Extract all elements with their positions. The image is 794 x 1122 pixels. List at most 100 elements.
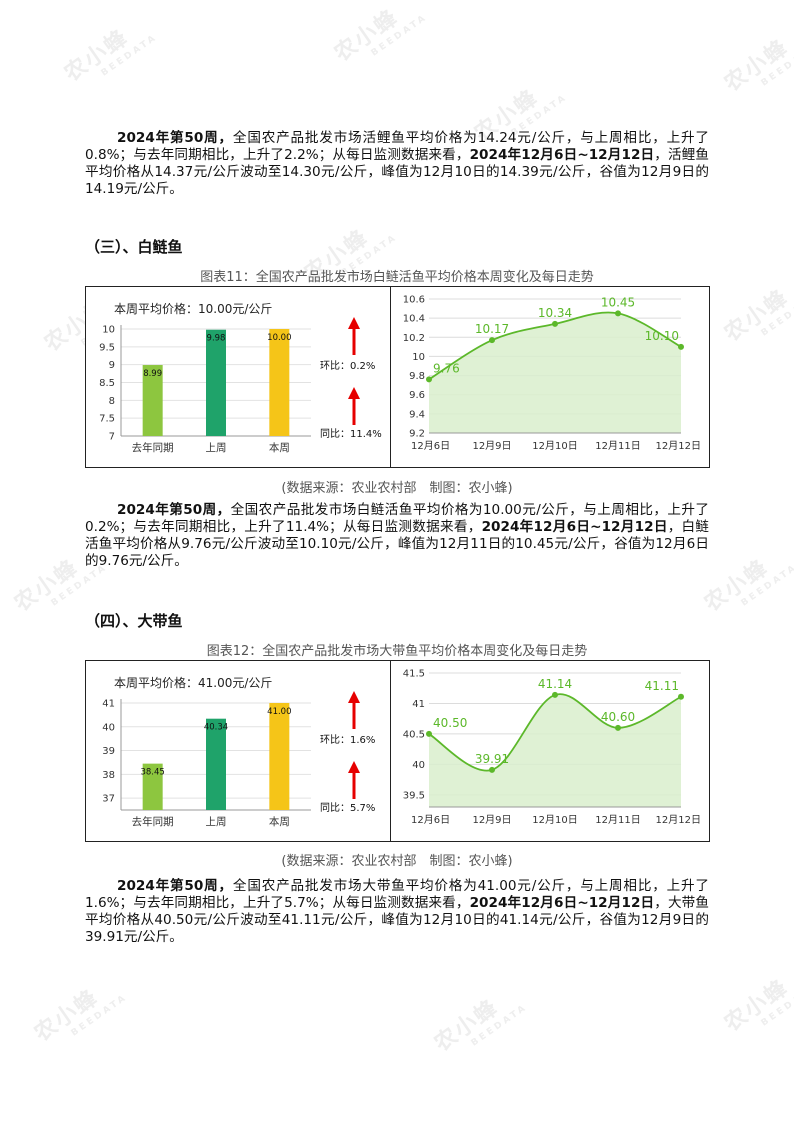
data-point: [552, 320, 558, 327]
chart-title: 本周平均价格：10.00元/公斤: [114, 301, 272, 316]
para-hairtail-detail: ，大带鱼平均价格从40.50元/公斤波动至41.11元/公斤，峰值为12月10日…: [85, 895, 709, 945]
data-label: 10.34: [538, 306, 572, 320]
para-silver-text: 全国农产品批发市场白鲢活鱼平均价格为10.00元/公斤，与上周相比，上升了0.2…: [85, 502, 709, 535]
x-tick-label: 去年同期: [132, 815, 174, 828]
x-tick-label: 本周: [269, 815, 290, 828]
y-tick-label: 39: [102, 746, 115, 757]
para-silver-week: 2024年第50周，: [117, 502, 231, 518]
fig12-line-chart: 39.5 40 40.5 41 41.5 40.50 12月6日 39.91 12月9日 41.1…: [403, 669, 701, 827]
data-label: 39.91: [475, 752, 509, 766]
bar-value-label: 8.99: [143, 369, 162, 379]
chart-title: 本周平均价格：41.00元/公斤: [114, 675, 272, 690]
data-point: [552, 691, 558, 698]
para-hairtail-week: 2024年第50周，: [117, 878, 233, 894]
data-label: 41.11: [645, 679, 679, 693]
yoy-label: 同比：5.7%: [320, 802, 375, 814]
data-label: 10.45: [601, 295, 635, 309]
bar-value-label: 41.00: [267, 707, 291, 717]
area-fill: [429, 312, 681, 433]
y-tick-label: 40: [102, 722, 115, 733]
data-label: 40.50: [433, 716, 467, 730]
up-arrow-icon: [348, 387, 360, 399]
data-point: [678, 343, 684, 350]
y-tick-label: 10.4: [403, 314, 425, 325]
figure-caption-12: 图表12：全国农产品批发市场大带鱼平均价格本周变化及每日走势: [206, 644, 588, 659]
data-point: [615, 310, 621, 317]
y-tick-label: 8: [109, 396, 115, 407]
para-hairtail-daterange: 2024年12月6日~12月12日: [469, 895, 655, 911]
paragraph-silver-carp: 2024年第50周，全国农产品批发市场白鲢活鱼平均价格为10.00元/公斤，与上…: [85, 502, 709, 570]
x-tick-label: 12月6日: [411, 440, 450, 452]
fig12-line-panel: 39.5 40 40.5 41 41.5 40.50 12月6日 39.91 12月9日 41.1…: [390, 660, 710, 842]
x-tick-label: 12月12日: [656, 440, 701, 452]
y-tick-label: 9.4: [409, 409, 425, 420]
bar: [142, 763, 163, 810]
para-silver-detail: ，白鲢活鱼平均价格从9.76元/公斤波动至10.10元/公斤，峰值为12月11日…: [85, 519, 710, 569]
y-tick-label: 7: [109, 432, 115, 443]
fig12-bar-panel: 本周平均价格：41.00元/公斤 37 38 39 40 41 38.45 去年同期 40.34…: [85, 660, 392, 842]
yoy-label: 同比：11.4%: [320, 428, 382, 440]
data-label: 9.76: [433, 361, 460, 375]
x-tick-label: 本周: [269, 441, 290, 454]
bar: [206, 329, 226, 436]
x-tick-label: 12月10日: [532, 814, 577, 826]
data-point: [678, 693, 684, 700]
area-fill: [429, 694, 681, 807]
up-arrow-icon: [348, 761, 360, 773]
bar: [206, 718, 226, 810]
y-tick-label: 7.5: [99, 414, 115, 425]
mom-label: 环比：0.2%: [320, 360, 375, 372]
y-tick-label: 9: [109, 360, 115, 371]
mom-label: 环比：1.6%: [320, 734, 375, 746]
y-tick-label: 41: [102, 699, 115, 710]
para-carp-week: 2024年第50周，: [117, 130, 233, 146]
x-tick-label: 12月12日: [656, 814, 701, 826]
paragraph-carp: 2024年第50周，全国农产品批发市场活鲤鱼平均价格为14.24元/公斤，与上周…: [85, 130, 709, 198]
x-tick-label: 12月9日: [472, 814, 511, 826]
para-carp-text: 全国农产品批发市场活鲤鱼平均价格为14.24元/公斤，与上周相比，上升了0.8%…: [85, 130, 709, 163]
x-tick-label: 12月11日: [595, 814, 640, 826]
fig11-line-chart: 9.2 9.4 9.6 9.8 10 10.2 10.4 10.6 9.76 12月6日 10.17…: [403, 295, 701, 453]
data-point: [489, 337, 495, 344]
data-label: 40.60: [601, 710, 635, 724]
x-tick-label: 12月9日: [472, 440, 511, 452]
bar: [142, 365, 163, 436]
para-carp-daterange: 2024年12月6日~12月12日: [469, 147, 655, 163]
x-tick-label: 12月6日: [411, 814, 450, 826]
up-arrow-icon: [348, 317, 360, 329]
y-tick-label: 9.6: [409, 390, 425, 401]
figure-source-12: (数据来源：农业农村部 制图：农小蜂): [281, 854, 513, 869]
data-point: [426, 730, 432, 737]
y-tick-label: 40: [412, 760, 425, 771]
y-tick-label: 40.5: [403, 729, 425, 740]
y-tick-label: 39.5: [403, 790, 425, 801]
para-hairtail-text: 全国农产品批发市场大带鱼平均价格为41.00元/公斤，与上周相比，上升了1.6%…: [85, 878, 709, 911]
fig11-line-panel: 9.2 9.4 9.6 9.8 10 10.2 10.4 10.6 9.76 12月6日 10.17…: [390, 286, 710, 468]
x-tick-label: 去年同期: [132, 441, 174, 454]
data-point: [489, 766, 495, 773]
paragraph-hairtail: 2024年第50周，全国农产品批发市场大带鱼平均价格为41.00元/公斤，与上周…: [85, 878, 709, 946]
bar-value-label: 40.34: [204, 723, 228, 733]
x-tick-label: 上周: [206, 442, 227, 454]
data-label: 41.14: [538, 677, 572, 691]
y-tick-label: 9.5: [99, 342, 115, 353]
bar-value-label: 38.45: [140, 768, 164, 778]
y-tick-label: 37: [102, 794, 115, 805]
para-silver-daterange: 2024年12月6日~12月12日: [481, 519, 668, 535]
x-tick-label: 12月11日: [595, 440, 640, 452]
figure-source-11: (数据来源：农业农村部 制图：农小蜂): [281, 481, 513, 496]
fig11-bar-panel: 本周平均价格：10.00元/公斤 7 7.5 8 8.5 9 9.5 10 8.99 去年同期 9.…: [85, 286, 392, 468]
data-point: [615, 724, 621, 731]
y-tick-label: 9.8: [409, 371, 425, 382]
bar-value-label: 10.00: [267, 333, 291, 343]
y-tick-label: 10: [412, 352, 425, 363]
y-tick-label: 41.5: [403, 669, 425, 680]
bar: [269, 329, 290, 436]
